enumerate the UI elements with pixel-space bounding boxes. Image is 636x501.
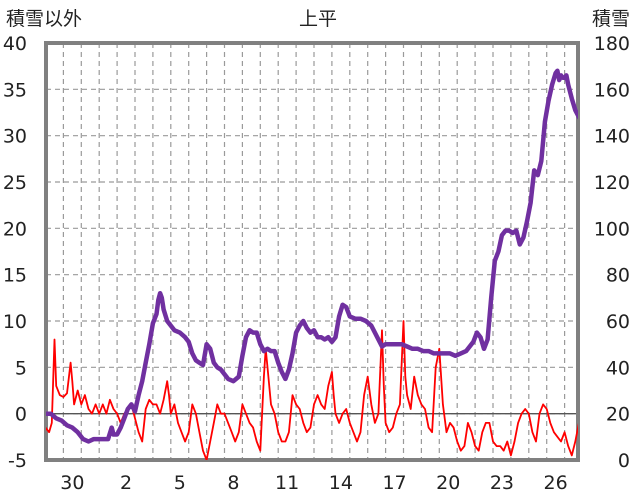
left-tick-label: 15 — [3, 265, 27, 287]
x-tick-label: 5 — [174, 472, 186, 494]
plot-border — [44, 41, 580, 462]
x-tick-label: 11 — [275, 472, 299, 494]
right-tick-label: 120 — [594, 172, 630, 194]
x-tick-label: 30 — [60, 472, 84, 494]
right-tick-label: 0 — [618, 450, 630, 472]
right-tick-label: 140 — [594, 126, 630, 148]
right-tick-label: 20 — [606, 404, 630, 426]
series-layer — [46, 68, 578, 460]
snow-depth-line — [46, 68, 578, 444]
x-tick-label: 2 — [120, 472, 132, 494]
x-tick-label: 26 — [544, 472, 568, 494]
left-tick-label: 0 — [15, 404, 27, 426]
right-tick-label: 60 — [606, 311, 630, 333]
x-tick-labels: 30 2 5 8 11 14 17 20 23 26 — [60, 472, 567, 494]
plot-frame — [44, 41, 580, 462]
right-tick-label: 180 — [594, 33, 630, 55]
left-tick-label: 5 — [15, 357, 27, 379]
non-snow-line — [46, 320, 578, 460]
left-tick-label: 40 — [3, 33, 27, 55]
x-tick-label: 23 — [490, 472, 514, 494]
right-tick-label: 80 — [606, 265, 630, 287]
left-tick-label: 10 — [3, 311, 27, 333]
x-tick-label: 14 — [329, 472, 353, 494]
left-tick-labels: -5 0 5 10 15 20 25 30 35 40 — [3, 33, 27, 472]
right-tick-labels: 0 20 40 60 80 100 120 140 160 180 — [594, 33, 630, 472]
left-tick-label: -5 — [8, 450, 27, 472]
right-tick-label: 40 — [606, 357, 630, 379]
chart-title: 上平 — [299, 8, 337, 30]
grid — [46, 43, 578, 460]
left-tick-label: 30 — [3, 126, 27, 148]
right-axis-label: 積雪 — [592, 8, 630, 30]
x-tick-label: 20 — [436, 472, 460, 494]
right-tick-label: 160 — [594, 79, 630, 101]
left-tick-label: 35 — [3, 79, 27, 101]
left-tick-label: 25 — [3, 172, 27, 194]
right-tick-label: 100 — [594, 218, 630, 240]
left-axis-label: 積雪以外 — [6, 8, 82, 30]
x-tick-label: 8 — [227, 472, 239, 494]
left-tick-label: 20 — [3, 218, 27, 240]
x-tick-label: 17 — [382, 472, 406, 494]
